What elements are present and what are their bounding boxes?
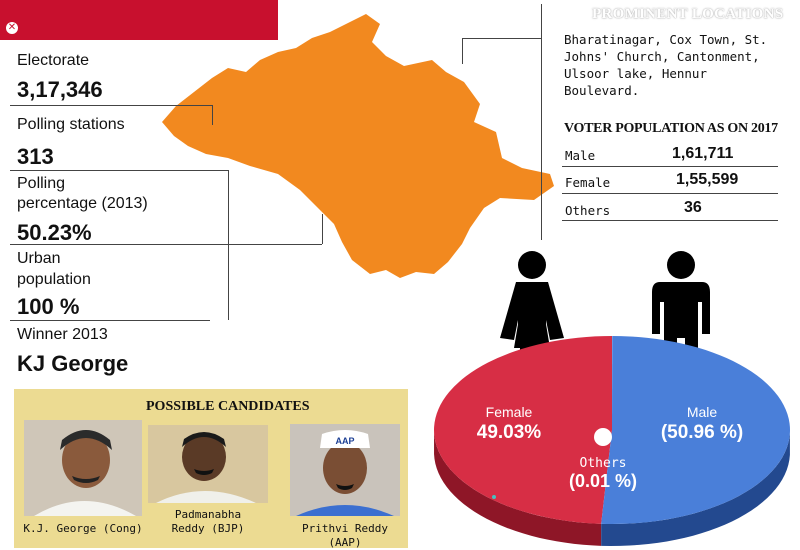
polling-percentage-label-line2: percentage (2013) [17,195,148,213]
voter-population-title: VOTER POPULATION AS ON 2017 [564,121,778,137]
candidate-name-line1: Padmanabha [148,508,268,522]
candidate-name: K.J. George (Cong) [14,522,152,536]
connector-line [541,4,542,240]
electorate-value: 3,17,346 [17,77,103,103]
location-line: Johns' Church, Cantonment, [564,48,767,65]
decorative-dot [492,495,496,499]
divider [10,170,210,171]
candidate-photo-george [24,420,142,516]
table-row: Male 1,61,711 [562,142,778,167]
slice-value: 49.03% [464,422,554,444]
candidate-photo-prithvi: AAP [290,424,400,516]
table-row: Others 36 [562,194,778,221]
pie-label-male: Male (50.96 %) [644,404,760,444]
row-label: Female [565,175,610,190]
map-shape [162,14,554,278]
divider [10,244,210,245]
connector-line [210,170,228,171]
candidate-photo-padmanabha [148,425,268,503]
constituency-map [150,8,560,280]
connector-line [462,38,463,64]
row-label: Male [565,148,595,163]
connector-line [228,170,229,320]
slice-value: (50.96 %) [644,422,760,444]
location-line: Ulsoor lake, Hennur [564,65,767,82]
candidate-name: Padmanabha Reddy (BJP) [148,508,268,536]
locations-title: PROMINENT LOCATIONS [592,6,783,23]
voter-population-table: Male 1,61,711 Female 1,55,599 Others 36 [562,142,778,221]
cap-text: AAP [335,436,354,446]
location-line: Boulevard. [564,82,767,99]
candidate-name: Prithvi Reddy (AAP) [284,522,406,550]
candidate-name-line2: Reddy (BJP) [148,522,268,536]
location-line: Bharatinagar, Cox Town, St. [564,31,767,48]
connector-line [212,105,213,125]
connector-line [210,244,322,245]
pie-label-others: Others (0.01 %) [553,456,653,492]
slice-name: Female [464,404,554,420]
connector-line [462,38,542,39]
polling-stations-value: 313 [17,144,54,170]
locations-list: Bharatinagar, Cox Town, St. Johns' Churc… [564,31,767,99]
winner-value: KJ George [17,351,128,377]
polling-percentage-value: 50.23% [17,220,92,246]
connector-line [322,214,323,244]
row-value: 1,55,599 [676,171,738,189]
pie-label-female: Female 49.03% [464,404,554,444]
urban-population-label-line1: Urban [17,250,61,268]
polling-percentage-label-line1: Polling [17,175,65,193]
slice-name: Male [644,404,760,420]
electorate-label: Electorate [17,52,89,70]
urban-population-value: 100 % [17,294,79,320]
connector-line [174,105,212,106]
row-label: Others [565,203,610,218]
polling-stations-label: Polling stations [17,116,125,134]
urban-population-label-line2: population [17,271,91,289]
others-marker [594,428,612,446]
slice-name: Others [553,456,653,471]
divider [10,320,210,321]
row-value: 1,61,711 [672,145,733,163]
close-icon[interactable]: ✕ [6,22,18,34]
row-value: 36 [684,199,702,217]
table-row: Female 1,55,599 [562,167,778,194]
divider [10,105,174,106]
slice-value: (0.01 %) [553,471,653,492]
winner-label: Winner 2013 [17,326,108,344]
candidates-title: POSSIBLE CANDIDATES [146,399,310,415]
